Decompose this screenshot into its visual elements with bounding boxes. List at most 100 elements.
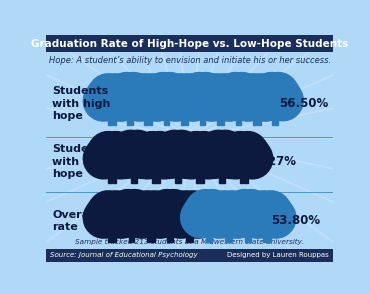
Polygon shape (131, 172, 134, 183)
Polygon shape (108, 150, 116, 172)
Polygon shape (108, 92, 116, 114)
Polygon shape (196, 172, 199, 183)
Polygon shape (200, 114, 202, 125)
Polygon shape (203, 226, 215, 231)
Polygon shape (272, 92, 278, 109)
Polygon shape (108, 209, 116, 231)
Polygon shape (163, 92, 170, 109)
Circle shape (224, 200, 233, 208)
Polygon shape (128, 209, 135, 226)
Polygon shape (124, 109, 136, 114)
FancyBboxPatch shape (46, 248, 333, 262)
Polygon shape (216, 167, 228, 172)
Text: Sample tracked 213 students at a Midwestern state university.: Sample tracked 213 students at a Midwest… (75, 239, 304, 245)
Polygon shape (175, 172, 178, 183)
Polygon shape (108, 231, 112, 242)
Polygon shape (157, 172, 160, 183)
Circle shape (108, 141, 117, 149)
Circle shape (166, 200, 175, 208)
Polygon shape (201, 172, 204, 183)
Polygon shape (217, 114, 220, 125)
Polygon shape (112, 172, 116, 183)
Polygon shape (236, 114, 239, 125)
Polygon shape (225, 209, 232, 231)
Polygon shape (152, 150, 160, 172)
Circle shape (235, 83, 243, 91)
Polygon shape (242, 226, 254, 231)
Circle shape (263, 200, 271, 208)
Polygon shape (233, 109, 245, 114)
Circle shape (243, 200, 252, 208)
Polygon shape (167, 209, 174, 226)
Polygon shape (112, 231, 116, 242)
Polygon shape (229, 231, 232, 242)
Circle shape (205, 200, 213, 208)
Polygon shape (168, 231, 170, 242)
Circle shape (126, 83, 134, 91)
Polygon shape (147, 209, 155, 231)
Polygon shape (186, 231, 189, 242)
Polygon shape (185, 114, 188, 125)
Polygon shape (239, 114, 242, 125)
Polygon shape (108, 114, 112, 125)
Circle shape (218, 141, 226, 149)
Polygon shape (244, 172, 248, 183)
Polygon shape (181, 92, 188, 114)
Polygon shape (263, 231, 267, 242)
Circle shape (152, 141, 160, 149)
Text: Hope: A student’s ability to envision and initiate his or her success.: Hope: A student’s ability to envision an… (48, 56, 331, 65)
Polygon shape (263, 209, 271, 231)
Circle shape (198, 83, 207, 91)
Text: 56.50%: 56.50% (279, 97, 328, 110)
Polygon shape (144, 114, 148, 125)
Polygon shape (129, 231, 131, 242)
Polygon shape (225, 231, 228, 242)
Polygon shape (196, 109, 209, 114)
Polygon shape (171, 231, 173, 242)
Polygon shape (152, 172, 156, 183)
Polygon shape (245, 231, 248, 242)
FancyBboxPatch shape (46, 35, 333, 52)
Polygon shape (203, 114, 205, 125)
Polygon shape (253, 92, 260, 114)
Circle shape (144, 83, 152, 91)
Circle shape (216, 83, 225, 91)
Polygon shape (219, 150, 225, 167)
Polygon shape (272, 114, 275, 125)
Circle shape (253, 83, 261, 91)
Polygon shape (206, 209, 212, 226)
Polygon shape (209, 231, 212, 242)
Text: 53.80%: 53.80% (271, 214, 320, 227)
Polygon shape (181, 114, 184, 125)
Circle shape (240, 141, 248, 149)
Polygon shape (253, 114, 256, 125)
Polygon shape (240, 172, 243, 183)
Polygon shape (269, 109, 281, 114)
Polygon shape (219, 172, 222, 183)
Polygon shape (175, 150, 181, 167)
Text: Overall
rate: Overall rate (53, 210, 97, 232)
Circle shape (108, 83, 117, 91)
Polygon shape (244, 209, 251, 226)
Polygon shape (206, 231, 209, 242)
Circle shape (108, 200, 117, 208)
Polygon shape (149, 114, 152, 125)
Polygon shape (147, 231, 151, 242)
Text: 40.27%: 40.27% (248, 155, 297, 168)
Polygon shape (108, 172, 112, 183)
Circle shape (127, 200, 136, 208)
Polygon shape (248, 231, 250, 242)
Text: Students
with low
hope: Students with low hope (53, 144, 109, 179)
Polygon shape (217, 92, 225, 114)
Polygon shape (134, 172, 137, 183)
Circle shape (174, 141, 182, 149)
Polygon shape (172, 167, 184, 172)
Circle shape (196, 141, 204, 149)
Polygon shape (222, 172, 225, 183)
Polygon shape (166, 114, 169, 125)
Polygon shape (127, 114, 130, 125)
Polygon shape (190, 231, 194, 242)
Circle shape (162, 83, 171, 91)
Polygon shape (151, 231, 155, 242)
Text: Source: Journal of Educational Psychology: Source: Journal of Educational Psycholog… (50, 252, 198, 258)
